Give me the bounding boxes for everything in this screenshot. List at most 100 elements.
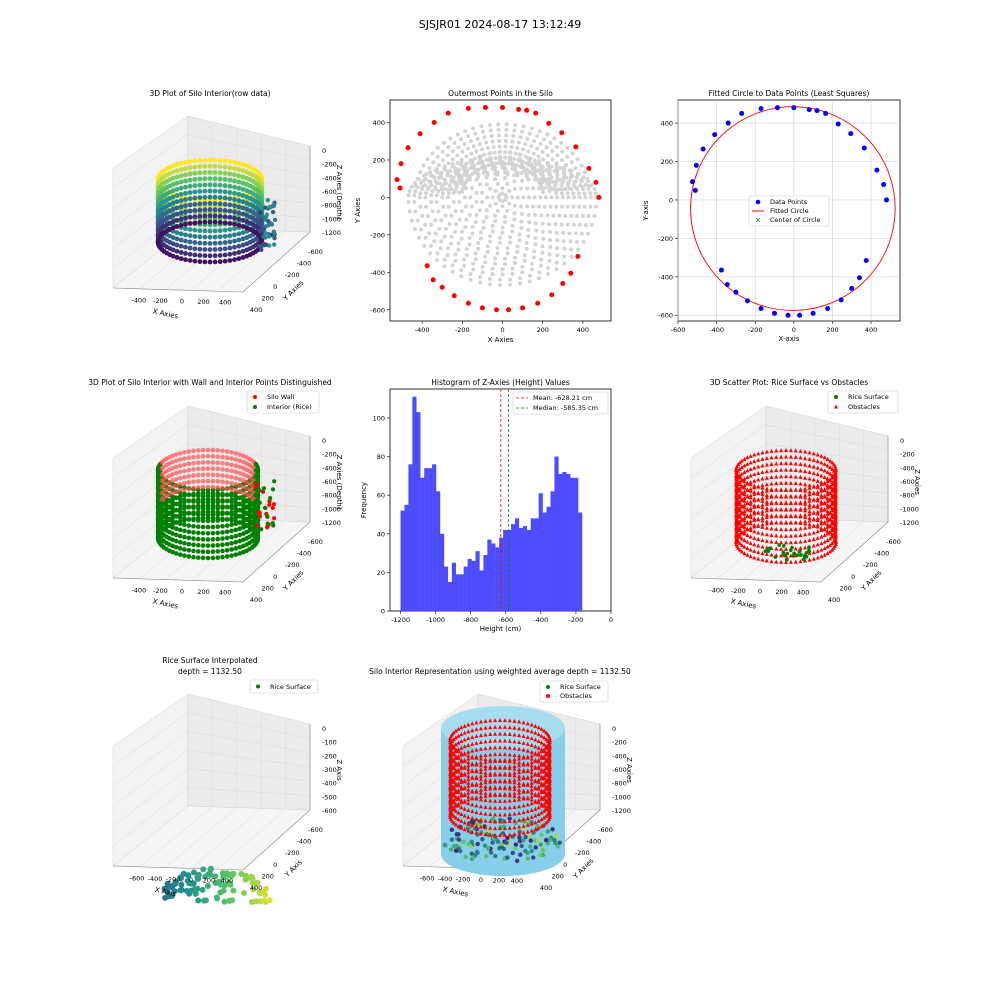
obstacle-point: [542, 735, 547, 740]
data-point: [174, 199, 180, 205]
obstacle-point: [459, 773, 464, 778]
data-point: [207, 163, 213, 169]
data-point: [224, 461, 230, 467]
obstacle-point: [483, 766, 488, 771]
surface-point: [449, 827, 455, 833]
data-point: [178, 231, 184, 237]
obstacle-point: [459, 759, 464, 764]
data-point: [177, 519, 183, 524]
data-point: [187, 251, 193, 257]
data-point: [718, 267, 724, 273]
data-point: [229, 450, 234, 455]
interior-point: [478, 236, 483, 241]
obstacle-point: [774, 507, 779, 512]
data-point: [192, 258, 198, 264]
obstacle-point: [769, 559, 774, 564]
obstacle-point: [488, 745, 493, 750]
interior-point: [539, 213, 544, 218]
obstacle-point: [493, 745, 498, 750]
interior-point: [594, 191, 599, 196]
data-point: [229, 547, 234, 552]
interior-point: [463, 225, 468, 230]
surface-point: [517, 835, 522, 840]
surface-point: [221, 882, 228, 889]
y-tick-label: 200: [262, 873, 274, 881]
legend-marker: [834, 395, 838, 399]
obstacle-point: [502, 752, 507, 757]
obstacle-point: [533, 792, 538, 797]
data-point: [173, 514, 179, 519]
data-point: [232, 257, 237, 263]
y-tick-label: 200: [373, 156, 385, 164]
surface-point: [552, 837, 557, 843]
y-tick-label: 0: [381, 194, 385, 202]
obstacle-point: [533, 730, 538, 735]
obstacle-point: [798, 448, 803, 453]
obstacle-point: [760, 502, 765, 507]
interior-point: [418, 191, 423, 196]
surface-point: [241, 889, 248, 896]
data-point: [170, 182, 176, 187]
data-point: [220, 523, 225, 529]
obstacle-point: [502, 832, 507, 837]
data-point: [240, 168, 246, 174]
axes-pane-back: [187, 693, 311, 811]
interior-point: [580, 184, 585, 189]
interior-point: [586, 186, 591, 191]
interior-point: [488, 128, 493, 133]
x-axis-line: [112, 577, 244, 583]
obstacle-point: [807, 531, 812, 536]
obstacle-point: [536, 732, 541, 737]
obstacle-point: [752, 511, 757, 516]
interior-point: [564, 163, 569, 168]
data-point: [217, 195, 223, 200]
data-point: [195, 448, 201, 453]
obstacle-point: [521, 810, 526, 815]
data-point: [178, 222, 184, 228]
data-point: [210, 543, 216, 548]
interior-point: [483, 164, 488, 169]
interior-point: [457, 168, 462, 173]
legend-label: Silo Wall: [267, 393, 295, 401]
data-point: [186, 455, 192, 461]
obstacle-point: [529, 797, 534, 802]
obstacle-point: [769, 532, 774, 537]
outermost-point: [424, 263, 430, 269]
interior-point: [531, 255, 536, 260]
surface-point: [194, 874, 201, 881]
data-point: [173, 458, 179, 464]
data-point: [192, 158, 198, 164]
data-point: [200, 515, 206, 521]
data-point: [191, 460, 196, 466]
obstacle-point: [542, 749, 547, 754]
data-point: [229, 499, 234, 505]
obstacle-point: [474, 795, 479, 800]
data-point: [191, 510, 196, 515]
obstacle-point: [745, 539, 750, 544]
surface-point: [178, 881, 185, 888]
obstacle-point: [760, 515, 765, 520]
y-tick-label: -400: [587, 838, 602, 846]
data-point: [207, 213, 213, 219]
histogram-bar: [451, 562, 456, 611]
obstacle-point: [521, 788, 526, 793]
obstacle-point: [517, 790, 522, 795]
data-point: [861, 145, 867, 151]
data-point: [236, 179, 242, 185]
data-point: [224, 554, 230, 559]
data-point: [182, 534, 187, 540]
interior-point: [515, 249, 520, 254]
legend-label: Center of Circle: [770, 216, 821, 224]
interior-point: [493, 213, 498, 218]
z-axis-label: Z Axies (Depth): [335, 455, 343, 510]
data-point: [220, 510, 225, 515]
obstacle-point: [828, 465, 833, 470]
data-point: [197, 188, 203, 194]
grid-line: [690, 443, 767, 499]
surface-point: [229, 897, 236, 904]
obstacle-point: [756, 490, 761, 495]
obstacle-point: [748, 508, 753, 513]
obstacle-point: [474, 774, 479, 779]
obstacle-point: [788, 527, 793, 532]
obstacle-point: [769, 468, 774, 473]
